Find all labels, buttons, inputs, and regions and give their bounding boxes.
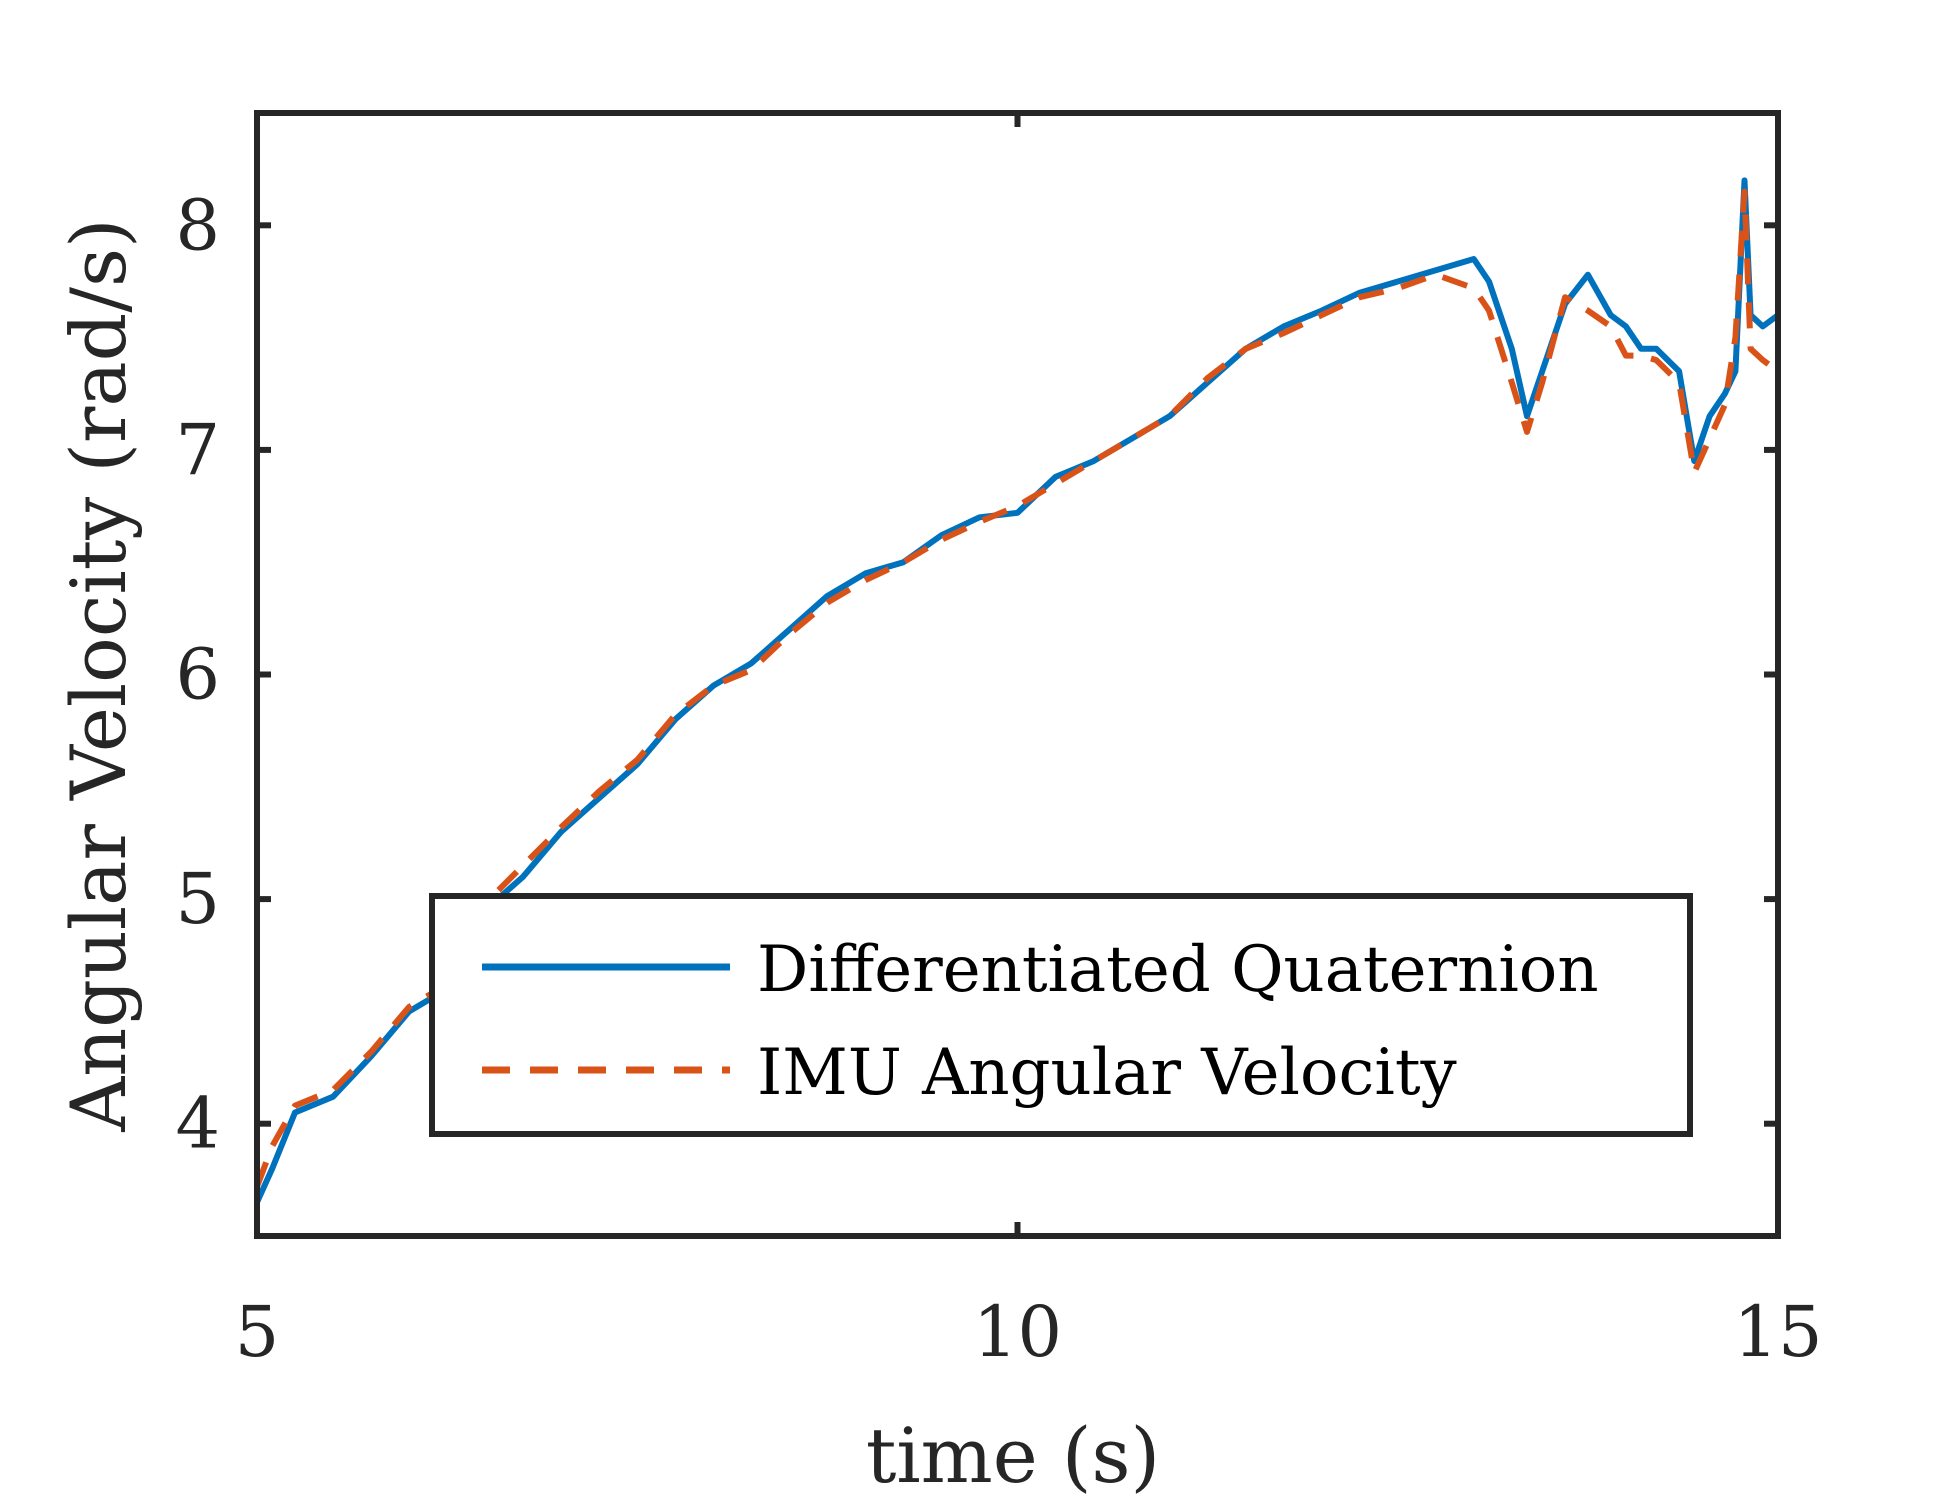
y-tick-label: 4 xyxy=(175,1083,220,1165)
series-line-differentiated-quaternion xyxy=(254,177,1780,1204)
legend: Differentiated Quaternion IMU Angular Ve… xyxy=(429,893,1693,1137)
y-axis-label: Angular Velocity (rad/s) xyxy=(54,218,143,1132)
y-tick-label: 8 xyxy=(175,184,220,266)
x-axis-label: time (s) xyxy=(866,1411,1160,1500)
legend-box xyxy=(429,893,1693,1137)
y-tick-label: 7 xyxy=(175,409,220,491)
legend-label-differentiated-quaternion: Differentiated Quaternion xyxy=(757,933,1599,1007)
series-layer xyxy=(254,177,1780,1204)
x-tick-label: 15 xyxy=(1733,1291,1822,1373)
x-tick-label: 10 xyxy=(973,1291,1062,1373)
plot-frame xyxy=(254,110,1781,1239)
x-tick-label: 5 xyxy=(235,1291,280,1373)
y-tick-label: 6 xyxy=(175,634,220,716)
tick-labels: 5 10 15 4 5 6 7 8 xyxy=(175,184,1822,1373)
series-line-imu-angular-velocity xyxy=(254,188,1780,1188)
legend-label-imu-angular-velocity: IMU Angular Velocity xyxy=(757,1036,1457,1110)
y-tick-label: 5 xyxy=(175,858,220,940)
